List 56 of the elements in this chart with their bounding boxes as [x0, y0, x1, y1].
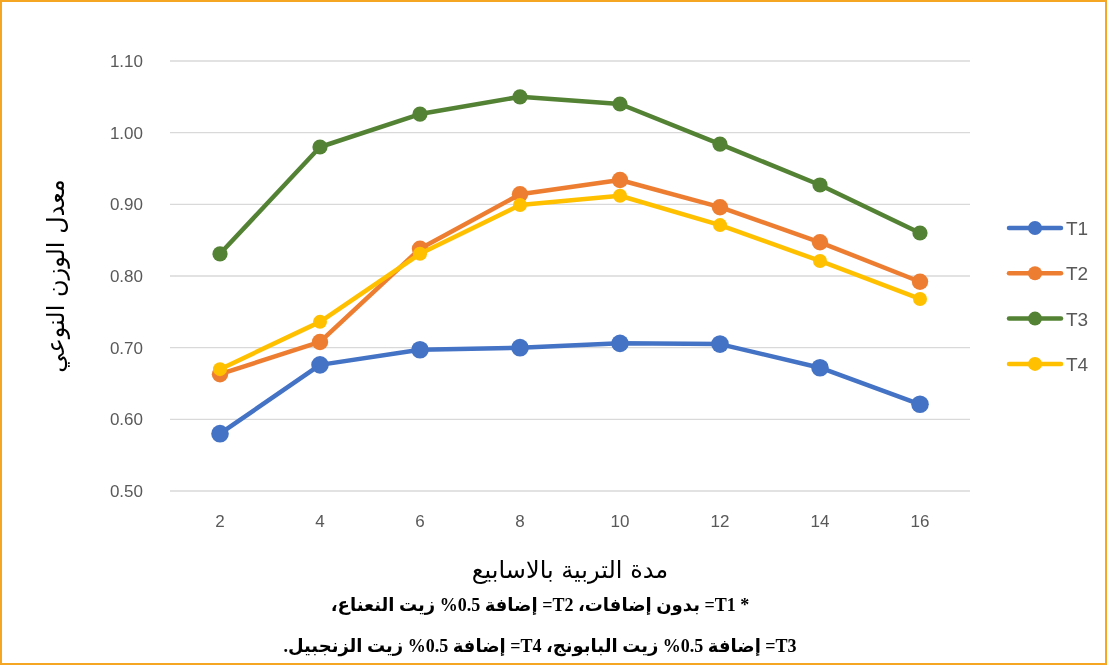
point — [711, 335, 729, 353]
point — [211, 424, 229, 443]
point — [711, 199, 729, 216]
point — [612, 96, 628, 112]
y-tick-label: 0.80 — [109, 267, 143, 286]
point — [313, 314, 327, 329]
point — [713, 218, 727, 233]
point — [912, 225, 928, 241]
point — [511, 338, 529, 357]
point — [513, 198, 527, 213]
x-tick-label: 2 — [215, 512, 225, 531]
x-axis-title: مدة التربية بالاسابيع — [471, 556, 669, 584]
point — [811, 358, 829, 377]
point — [611, 171, 629, 189]
x-tick-label: 10 — [610, 512, 630, 531]
y-tick-label: 0.50 — [109, 482, 143, 501]
legend-item: T1 — [1006, 218, 1089, 239]
y-axis-title: معدل الوزن النوعي — [42, 179, 70, 373]
y-tick-label: 1.00 — [109, 123, 143, 143]
x-tick-label: 6 — [415, 512, 425, 531]
x-tick-label: 14 — [810, 512, 830, 531]
point — [611, 334, 629, 353]
point — [911, 273, 929, 290]
point — [812, 177, 828, 193]
x-tick-label: 12 — [710, 512, 730, 531]
point — [413, 246, 427, 261]
point — [811, 234, 829, 251]
point — [412, 106, 428, 122]
point — [712, 136, 728, 152]
x-tick-label: 8 — [515, 512, 525, 531]
legend-label: T1 — [1066, 218, 1089, 239]
point — [213, 362, 227, 377]
y-tick-label: 0.70 — [109, 338, 143, 358]
point — [312, 139, 328, 155]
x-tick-label: 16 — [910, 512, 930, 531]
point — [613, 188, 627, 203]
legend-label: T2 — [1066, 263, 1089, 285]
y-tick-label: 1.10 — [109, 52, 143, 71]
legend-item: T3 — [1006, 308, 1089, 330]
point — [311, 333, 329, 351]
y-tick-label: 0.60 — [109, 410, 143, 430]
point — [813, 253, 827, 268]
legend-label: T4 — [1066, 353, 1089, 375]
x-tick-label: 4 — [315, 512, 325, 531]
text: T3= إضافة 0.5% زيت البابونج، T4= إضافة 0.5% زيت الزنجبيل. — [283, 636, 797, 657]
point — [411, 341, 429, 359]
point — [913, 291, 927, 306]
y-tick-label: 0.90 — [109, 195, 143, 215]
text: * T1= بدون إضافات، T2= إضافة 0.5% زيت النعناع، — [330, 595, 750, 616]
point — [212, 246, 228, 262]
legend-item: T4 — [1006, 353, 1089, 375]
point — [911, 395, 929, 414]
legend-item: T2 — [1006, 263, 1089, 285]
point — [311, 356, 329, 374]
point — [512, 89, 528, 105]
legend-label: T3 — [1066, 308, 1089, 330]
